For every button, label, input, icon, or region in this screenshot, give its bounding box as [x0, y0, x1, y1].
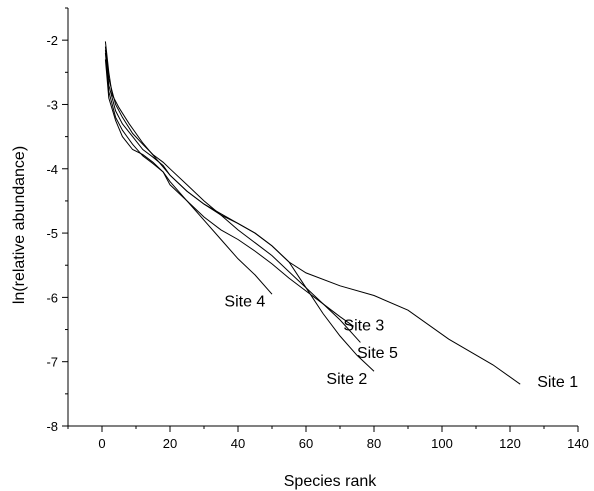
y-tick-label: -5 [46, 226, 58, 241]
site-labels: Site 1 Site 2 Site 3 Site 4 Site 5 [224, 294, 578, 391]
y-tick-label: -8 [46, 419, 58, 434]
series-line-site-3 [104, 52, 354, 327]
series-lines [104, 41, 521, 385]
x-tick-label: 40 [231, 436, 245, 451]
y-tick-label: -2 [46, 33, 58, 48]
x-tick-label: 0 [98, 436, 105, 451]
x-tick-label: 100 [431, 436, 453, 451]
series-label-site-5: Site 5 [357, 345, 398, 362]
y-tick-label: -6 [46, 290, 58, 305]
x-tick-label: 120 [499, 436, 521, 451]
y-tick-label: -4 [46, 162, 58, 177]
x-tick-label: 80 [367, 436, 381, 451]
axes: 0 20 40 60 80 100 120 140 -8 -7 -6 -5 -4 -3 -2 [46, 7, 589, 451]
series-label-site-1: Site 1 [537, 374, 578, 391]
series-line-site-4 [104, 59, 273, 295]
x-tick-label: 60 [299, 436, 313, 451]
y-axis-title: ln(relative abundance) [11, 146, 28, 304]
series-line-site-5 [104, 46, 361, 343]
series-label-site-2: Site 2 [326, 371, 367, 388]
y-tick-label: -3 [46, 97, 58, 112]
x-tick-label: 140 [567, 436, 589, 451]
x-axis-title: Species rank [284, 473, 377, 490]
series-label-site-3: Site 3 [343, 317, 384, 334]
x-tick-label: 20 [163, 436, 177, 451]
y-tick-label: -7 [46, 355, 58, 370]
series-line-site-2 [104, 49, 375, 372]
series-line-site-1 [104, 41, 521, 385]
series-label-site-4: Site 4 [224, 294, 265, 311]
